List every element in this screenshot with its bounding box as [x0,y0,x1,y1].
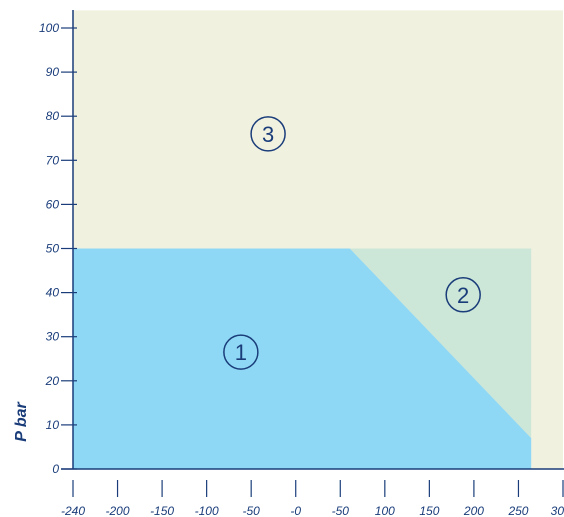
y-tick-label: 20 [45,374,60,388]
y-tick-label: 90 [46,65,60,79]
x-tick-label: -200 [106,504,130,517]
y-tick-label: 70 [46,153,60,167]
x-tick-label: -150 [150,504,174,517]
x-tick-label: 100 [375,504,395,517]
y-tick-label: 30 [46,330,60,344]
x-tick-label: 30 [551,504,564,517]
x-tick-label: -50 [332,504,350,517]
y-tick-label: 60 [46,197,60,211]
zone-label-circle [445,277,481,313]
y-axis-title: P bar [13,402,30,442]
region-3 [73,248,532,469]
x-tick-label: -100 [195,504,219,517]
y-tick-label: 100 [39,21,59,35]
x-tick-label: -0 [290,504,301,517]
y-tick-label: 10 [46,418,60,432]
zone-label-circle [250,116,286,152]
x-tick-label: -50 [243,504,261,517]
y-tick-label: 40 [46,286,60,300]
x-tick-label: 200 [463,504,484,517]
x-tick-label: 250 [507,504,528,517]
y-tick-label: 80 [46,109,60,123]
y-tick-label: 0 [52,462,59,476]
zone-labels: 3 2 1 [223,116,481,370]
zone-label: 2 [457,283,469,308]
zone-label: 3 [262,122,274,147]
zone-label: 1 [235,340,247,365]
x-tick-label: 150 [419,504,439,517]
x-axis: -240 -200 -150 -100 -50 -0 -50 100 150 200 250 30 [61,468,564,517]
x-tick-label: -240 [61,504,85,517]
regions [73,10,563,470]
y-axis: 0 10 20 30 40 50 60 70 80 90 100 [39,10,77,476]
zone-label-circle [223,334,259,370]
region-2 [349,248,532,439]
y-tick-label: 50 [46,242,60,256]
